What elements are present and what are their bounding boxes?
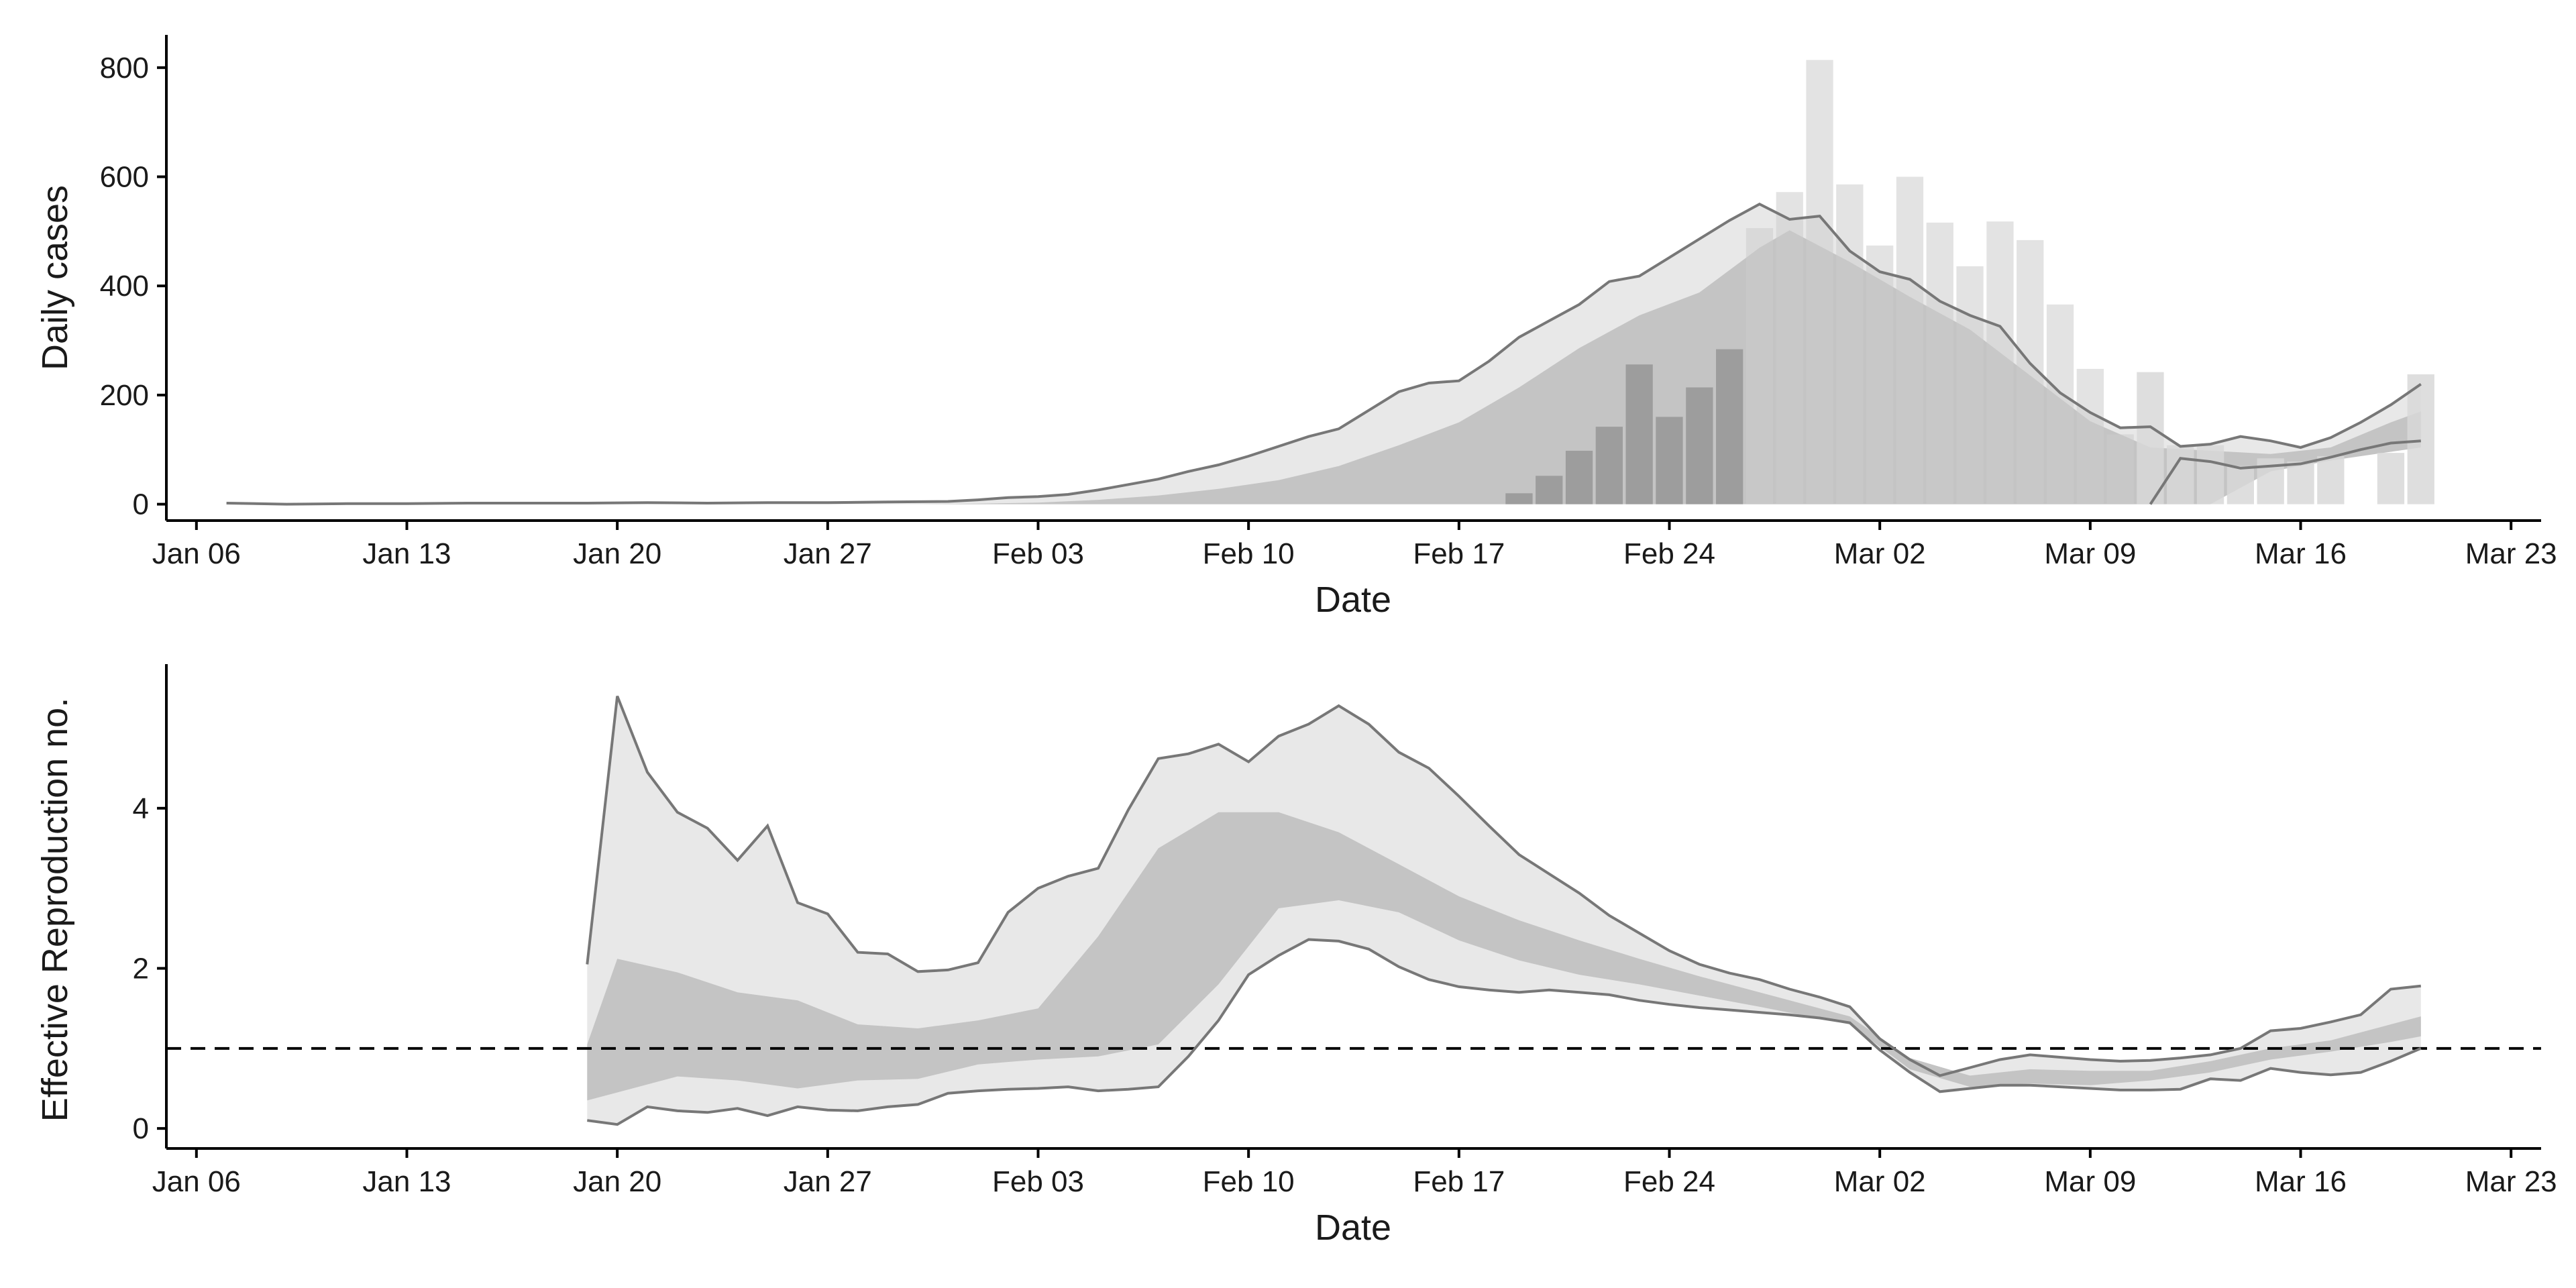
reproduction-number-interval-bands: [587, 696, 2421, 1125]
daily-cases-lower-bound-line: [2149, 439, 2421, 505]
daily-cases-x-tick-label: Mar 09: [2044, 537, 2136, 570]
daily-cases-bar: [1716, 349, 1743, 504]
daily-cases-bar: [1806, 60, 1833, 504]
daily-cases-bar: [2167, 445, 2194, 504]
reproduction-number-x-tick-label: Feb 03: [992, 1165, 1084, 1198]
reproduction-number-x-tick-label: Feb 10: [1203, 1165, 1295, 1198]
daily-cases-bar: [1956, 266, 1984, 504]
daily-cases-x-axis-title: Date: [1315, 580, 1391, 620]
reproduction-number-x-tick-label: Mar 02: [1834, 1165, 1926, 1198]
reproduction-number-x-tick-label: Jan 06: [152, 1165, 241, 1198]
daily-cases-bar: [2076, 368, 2104, 504]
daily-cases-bar: [2046, 304, 2074, 504]
reproduction-number-inner-interval-band: [587, 812, 2421, 1101]
daily-cases-x-tick-label: Mar 23: [2465, 537, 2557, 570]
reproduction-number-x-tick-label: Jan 27: [784, 1165, 872, 1198]
daily-cases-x-tick-label: Feb 10: [1203, 537, 1295, 570]
daily-cases-y-ticks: 0 200 400 600 800: [100, 52, 166, 521]
daily-cases-bar: [1896, 176, 1924, 504]
daily-cases-x-tick-label: Jan 20: [573, 537, 661, 570]
reproduction-number-x-tick-label: Mar 16: [2255, 1165, 2347, 1198]
reproduction-number-x-axis-title: Date: [1315, 1208, 1391, 1248]
daily-cases-bar: [1595, 427, 1623, 504]
reproduction-number-y-tick-label: 0: [133, 1112, 149, 1145]
daily-cases-bar: [1836, 184, 1864, 504]
reproduction-number-x-tick-label: Jan 20: [573, 1165, 661, 1198]
daily-cases-bars: [1505, 60, 2434, 504]
daily-cases-bound-lines: [226, 202, 2422, 506]
reproduction-number-x-tick-label: Mar 09: [2044, 1165, 2136, 1198]
reproduction-number-bound-lines: [586, 695, 2422, 1126]
daily-cases-x-tick-label: Mar 16: [2255, 537, 2347, 570]
daily-cases-bar: [2407, 374, 2434, 504]
reproduction-number-y-ticks: 0 2 4: [133, 792, 166, 1145]
daily-cases-bar: [1686, 387, 1713, 504]
reproduction-number-y-tick-label: 2: [133, 952, 149, 985]
daily-cases-x-tick-label: Jan 06: [152, 537, 241, 570]
daily-cases-x-tick-label: Mar 02: [1834, 537, 1926, 570]
reproduction-number-x-tick-label: Feb 24: [1623, 1165, 1715, 1198]
reproduction-number-x-tick-label: Jan 13: [362, 1165, 451, 1198]
daily-cases-x-tick-label: Feb 03: [992, 537, 1084, 570]
daily-cases-bar: [2196, 445, 2224, 504]
daily-cases-bar: [2137, 372, 2164, 504]
daily-cases-bar: [1866, 246, 1894, 504]
daily-cases-x-tick-label: Feb 17: [1413, 537, 1505, 570]
daily-cases-x-tick-label: Jan 13: [362, 537, 451, 570]
daily-cases-inner-interval-band: [918, 230, 2421, 504]
daily-cases-bar: [1776, 192, 1803, 504]
daily-cases-bar: [2106, 434, 2134, 504]
daily-cases-upper-bound-line: [226, 202, 2422, 506]
daily-cases-bar: [1746, 228, 1774, 504]
daily-cases-x-tick-label: Jan 27: [784, 537, 872, 570]
daily-cases-y-tick-label: 400: [100, 270, 149, 303]
daily-cases-y-axis-title: Daily cases: [35, 185, 75, 370]
daily-cases-bar: [2377, 453, 2405, 504]
reproduction-number-upper-bound-line: [586, 695, 2422, 1077]
daily-cases-y-tick-label: 200: [100, 379, 149, 412]
daily-cases-bar: [1536, 476, 1563, 504]
daily-cases-bar: [1625, 364, 1653, 504]
reproduction-number-panel: Jan 06 Jan 13 Jan 20 Jan 27 Feb 03 Feb 10 Feb …: [35, 664, 2557, 1248]
daily-cases-bar: [2226, 466, 2254, 504]
daily-cases-y-tick-label: 800: [100, 52, 149, 85]
daily-cases-bar: [1656, 417, 1683, 504]
daily-cases-bar: [1986, 221, 2014, 504]
daily-cases-bar: [2287, 462, 2314, 504]
daily-cases-x-ticks: Jan 06 Jan 13 Jan 20 Jan 27 Feb 03 Feb 10 Feb …: [152, 521, 2557, 570]
reproduction-number-lower-bound-line: [587, 938, 2422, 1126]
reproduction-number-x-tick-label: Mar 23: [2465, 1165, 2557, 1198]
reproduction-number-y-axis-title: Effective Reproduction no.: [35, 698, 75, 1122]
daily-cases-bar: [1565, 450, 1593, 504]
reproduction-number-x-tick-label: Feb 17: [1413, 1165, 1505, 1198]
daily-cases-x-tick-label: Feb 24: [1623, 537, 1715, 570]
daily-cases-bar: [2317, 456, 2345, 504]
reproduction-number-x-ticks: Jan 06 Jan 13 Jan 20 Jan 27 Feb 03 Feb 10 Feb …: [152, 1148, 2557, 1198]
daily-cases-bar: [1505, 493, 1533, 504]
daily-cases-panel: Jan 06 Jan 13 Jan 20 Jan 27 Feb 03 Feb 10 Feb …: [35, 35, 2557, 620]
reproduction-number-y-tick-label: 4: [133, 792, 149, 825]
daily-cases-y-tick-label: 600: [100, 161, 149, 194]
daily-cases-bar: [1926, 222, 1953, 504]
daily-cases-y-tick-label: 0: [133, 488, 149, 521]
